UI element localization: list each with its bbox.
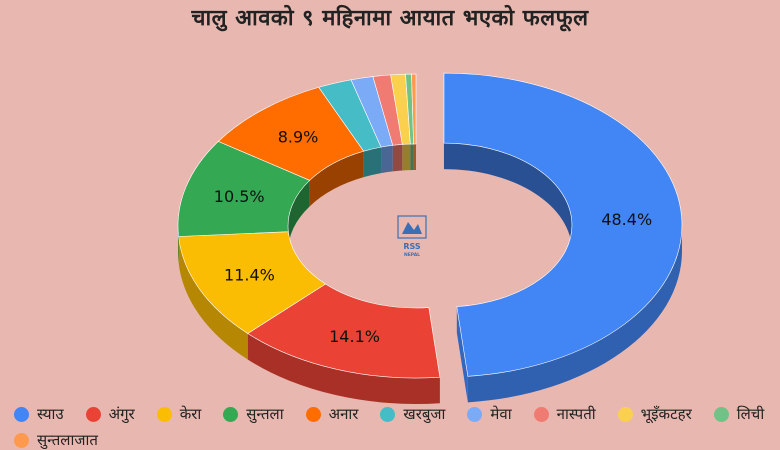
slice-labels: 48.4% 14.1% 11.4% 10.5% 8.9% — [214, 128, 652, 347]
slice-side-2 — [178, 236, 248, 360]
legend-swatch — [467, 406, 483, 422]
slice-inner-0-0 — [443, 143, 572, 252]
legend-item: मेवा — [467, 404, 512, 424]
legend-swatch — [533, 406, 549, 422]
legend-item: खरबुजा — [380, 404, 445, 424]
slice-inner-8-1 — [402, 144, 411, 171]
data-label-3: 10.5% — [214, 187, 265, 206]
legend-label: लिची — [736, 405, 765, 423]
legend-label: केरा — [179, 405, 202, 423]
legend-item: सुन्तलाजात — [14, 430, 98, 450]
legend-label: मेवा — [490, 405, 512, 423]
slice-inner-7-1 — [392, 144, 403, 172]
legend-label: अंगुर — [108, 405, 135, 423]
legend-swatch — [305, 406, 321, 422]
legend-item: लिची — [713, 404, 765, 424]
slice-inner-3-1 — [288, 180, 310, 252]
data-label-2: 11.4% — [224, 265, 275, 284]
legend-swatch — [14, 406, 29, 422]
data-label-4: 8.9% — [278, 128, 319, 147]
legend-label: स्याउ — [37, 405, 64, 423]
logo-text-bottom: NEPAL — [404, 252, 420, 258]
legend-item: अंगुर — [85, 404, 135, 424]
slice-0 — [443, 72, 683, 377]
data-label-0: 48.4% — [601, 210, 652, 229]
slice-inner-6-1 — [381, 145, 393, 174]
slice-side-1 — [247, 333, 440, 404]
slice-side-0 — [467, 225, 682, 403]
legend-label: सुन्तला — [246, 405, 284, 423]
legend-label: भूइँकटहर — [640, 405, 692, 423]
legend-item: केरा — [156, 404, 202, 424]
slice-end-0-1 — [456, 306, 468, 403]
legend-swatch — [14, 432, 29, 448]
legend-label: सुन्तलाजात — [37, 431, 98, 449]
legend-item: सुन्तला — [223, 404, 284, 424]
legend-item: अनार — [305, 404, 359, 424]
slice-inner-4-1 — [309, 151, 364, 207]
legend-swatch — [223, 406, 239, 422]
legend-swatch — [713, 406, 729, 422]
slice-inner-10-1 — [413, 144, 416, 171]
legend-item: नास्पती — [533, 404, 596, 424]
legend-swatch — [85, 406, 101, 422]
legend-swatch — [156, 406, 172, 422]
legend-label: नास्पती — [556, 405, 596, 423]
legend-swatch — [380, 406, 396, 422]
slice-10 — [411, 73, 417, 145]
legend-swatch — [617, 406, 633, 422]
chart-legend: स्याउ अंगुर केरा सुन्तला अनार खरबुजा मेवा नास्प… — [14, 404, 774, 450]
legend-item: भूइँकटहर — [617, 404, 692, 424]
legend-item: स्याउ — [14, 404, 64, 424]
slice-sides — [178, 143, 682, 404]
slice-inner-5-1 — [363, 147, 382, 178]
rss-nepal-logo: RSS NEPAL — [397, 215, 427, 258]
chart-title: चालु आवको ९ महिनामा आयात भएको फलफूल — [191, 6, 589, 31]
legend-label: खरबुजा — [403, 405, 446, 423]
donut-chart: 48.4% 14.1% 11.4% 10.5% 8.9% RSS NEPAL — [177, 72, 683, 404]
legend-label: अनार — [328, 405, 359, 423]
slice-inner-9-1 — [410, 144, 414, 171]
logo-text-top: RSS — [403, 242, 421, 251]
data-label-1: 14.1% — [329, 327, 380, 346]
slice-tops — [177, 72, 683, 379]
